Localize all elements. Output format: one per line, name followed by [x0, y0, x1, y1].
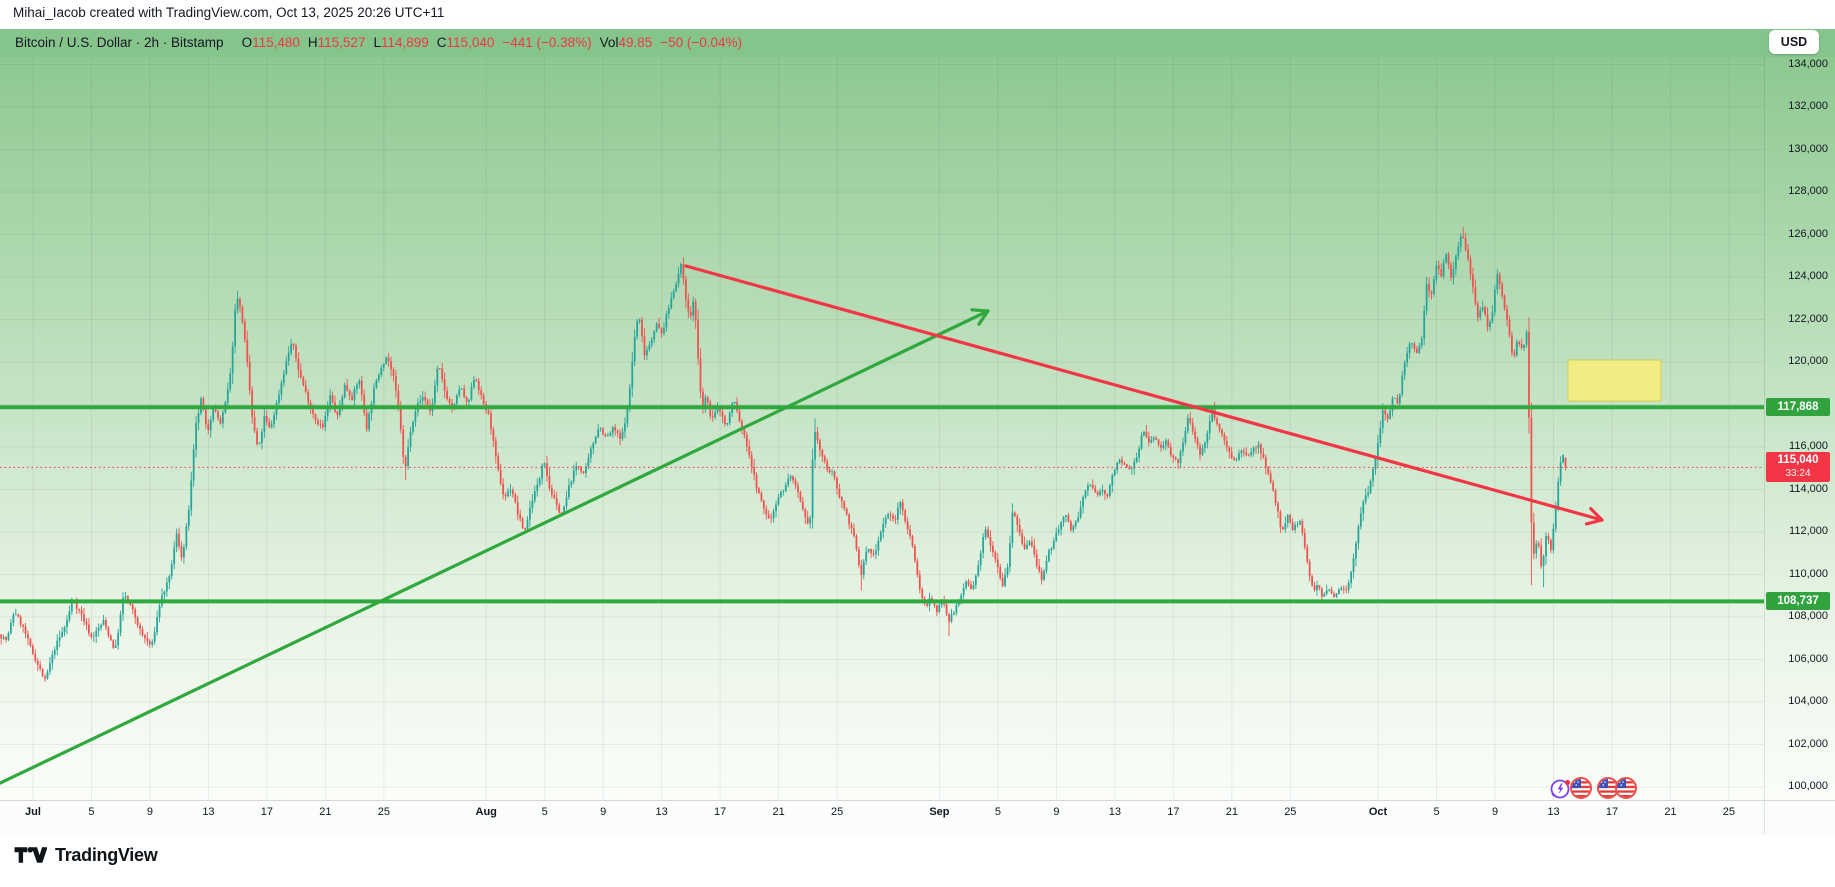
down-candle-bodies [0, 236, 1567, 679]
time-tick-label: 9 [600, 806, 607, 818]
time-tick-label: 13 [1547, 806, 1560, 818]
crypto-event-icon[interactable] [1549, 776, 1573, 800]
time-tick-label: Aug [475, 806, 497, 818]
price-tick-label: 126,000 [1788, 227, 1828, 240]
time-tick-label: 13 [655, 806, 668, 818]
price-tick-label: 124,000 [1788, 270, 1828, 282]
down-candle-wicks [0, 227, 1566, 682]
time-tick-label: Jul [25, 806, 41, 818]
time-tick-label: 25 [377, 806, 390, 818]
time-tick-label: 21 [1664, 806, 1677, 818]
change-value: −441 (−0.38%) [502, 35, 592, 50]
close-value: 115,040 [446, 35, 495, 50]
time-tick-label: 5 [88, 806, 95, 818]
time-tick-label: 17 [1605, 806, 1619, 818]
low-label: L [373, 35, 381, 50]
time-tick-label: 5 [1433, 806, 1440, 818]
price-tick-label: 130,000 [1788, 142, 1828, 155]
price-tick-label: 102,000 [1788, 737, 1828, 750]
price-tick-label: 108,000 [1788, 610, 1828, 622]
last-price-badge: 115,040 33:24 [1766, 452, 1830, 483]
yellow-highlight-box [1567, 359, 1662, 402]
tradingview-logo-text: TradingView [55, 844, 158, 865]
high-value: 115,527 [317, 35, 366, 50]
time-tick-label: Sep [929, 806, 950, 818]
countdown-timer: 33:24 [1785, 468, 1811, 480]
level-price-badge: 108,737 [1766, 592, 1830, 611]
ascending-trendline-arrow-arrowhead [977, 309, 990, 326]
level-price-badge: 117,868 [1766, 398, 1830, 417]
price-tick-label: 106,000 [1788, 652, 1828, 665]
time-tick-label: 21 [772, 806, 785, 818]
price-tick-label: 120,000 [1788, 355, 1828, 367]
us-flag-icon[interactable] [1596, 776, 1620, 800]
price-tick-label: 122,000 [1788, 312, 1828, 325]
chart-header-bar: Bitcoin / U.S. Dollar · 2h · Bitstamp O11… [0, 29, 1835, 57]
time-tick-label: 9 [146, 806, 154, 818]
time-tick-label: 25 [1284, 806, 1297, 818]
tradingview-logo[interactable]: TradingView [14, 844, 158, 866]
time-tick-label: 17 [1167, 806, 1180, 818]
currency-toggle-button[interactable]: USD [1769, 30, 1819, 54]
time-tick-label: 21 [1225, 806, 1238, 818]
descending-trendline-arrow-arrowhead [1584, 518, 1604, 526]
time-tick-label: 13 [202, 806, 215, 818]
tradingview-logo-icon [14, 847, 47, 863]
close-label: C [436, 35, 447, 50]
price-tick-label: 110,000 [1789, 567, 1828, 580]
descending-trendline-arrow [684, 264, 1604, 522]
open-label: O [241, 35, 253, 50]
price-tick-label: 104,000 [1788, 695, 1828, 707]
volume-change-value: −50 (−0.04%) [660, 35, 743, 50]
time-tick-label: Oct [1368, 806, 1388, 818]
us-flag-icon[interactable] [1614, 776, 1638, 800]
time-tick-label: 25 [1722, 806, 1736, 818]
price-tick-label: 100,000 [1788, 780, 1828, 792]
low-value: 114,899 [380, 35, 429, 50]
volume-value: 49.85 [618, 35, 653, 50]
time-tick-label: 17 [714, 806, 727, 818]
footer: TradingView [0, 835, 1835, 887]
open-value: 115,480 [252, 35, 300, 50]
us-flag-icon[interactable] [1569, 776, 1593, 800]
time-tick-label: 9 [1053, 806, 1060, 818]
time-tick-label: 13 [1108, 806, 1121, 818]
price-tick-label: 128,000 [1788, 185, 1828, 197]
descending-trendline-arrow-arrowhead [1589, 507, 1604, 522]
time-axis-top-border [0, 800, 1835, 801]
chart-background [0, 57, 1835, 835]
time-tick-label: 9 [1491, 806, 1499, 818]
time-tick-label: 21 [319, 806, 332, 818]
high-label: H [307, 35, 318, 50]
time-tick-label: 25 [830, 806, 844, 818]
price-tick-label: 112,000 [1789, 525, 1828, 537]
candlestick-chart-canvas[interactable] [0, 57, 1835, 800]
time-tick-label: 17 [260, 806, 274, 818]
up-candle-bodies [2, 236, 1564, 679]
price-axis-border [1764, 57, 1765, 835]
price-tick-label: 116,000 [1789, 440, 1828, 452]
price-tick-label: 134,000 [1788, 57, 1828, 70]
time-tick-label: 5 [994, 806, 1001, 818]
price-tick-label: 114,000 [1789, 482, 1828, 495]
ascending-trendline-arrow [0, 309, 990, 785]
attribution-text: Mihai_Iacob created with TradingView.com… [13, 5, 445, 20]
ascending-trendline-arrow-arrowhead [970, 308, 990, 313]
volume-label: Vol [599, 35, 619, 50]
price-tick-label: 132,000 [1788, 100, 1828, 112]
time-tick-label: 5 [541, 806, 548, 818]
symbol-title[interactable]: Bitcoin / U.S. Dollar · 2h · Bitstamp [15, 35, 224, 50]
